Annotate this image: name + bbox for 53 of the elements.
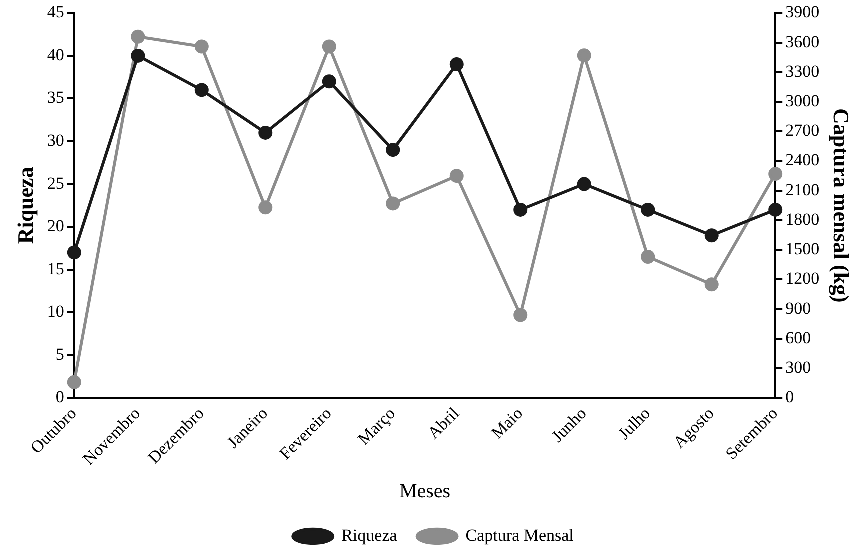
point xyxy=(67,375,82,390)
y-tick-label: 45 xyxy=(47,2,64,22)
y2-tick-label: 2700 xyxy=(786,121,820,140)
point xyxy=(514,202,528,217)
y2-tick-label: 1200 xyxy=(786,269,820,288)
point xyxy=(194,83,209,98)
y-tick-label: 15 xyxy=(47,259,64,278)
point xyxy=(322,40,336,54)
point xyxy=(131,30,146,44)
point xyxy=(131,48,146,63)
point xyxy=(768,202,783,217)
y-tick-label: 25 xyxy=(47,174,64,193)
point xyxy=(704,278,719,292)
y2-tick-label: 3900 xyxy=(786,2,820,22)
point xyxy=(641,202,656,217)
y-axis-title: Riqueza xyxy=(12,167,38,244)
y2-tick-label: 1500 xyxy=(786,240,820,259)
point xyxy=(450,169,464,184)
y2-tick-label: 3000 xyxy=(786,92,820,111)
y2-tick-label: 3300 xyxy=(786,62,820,81)
x-axis-title: Meses xyxy=(399,480,451,502)
y2-tick-label: 300 xyxy=(786,358,812,378)
y2-tick-label: 600 xyxy=(786,328,812,348)
point xyxy=(704,228,719,243)
point xyxy=(194,40,209,54)
point xyxy=(577,177,592,192)
point xyxy=(768,167,783,182)
y-tick-label: 20 xyxy=(47,216,64,236)
y2-axis-title: Captura mensal (kg) xyxy=(829,108,854,303)
y2-tick-label: 3600 xyxy=(786,32,820,52)
point xyxy=(386,196,400,211)
point xyxy=(322,74,336,89)
point xyxy=(67,246,82,260)
point xyxy=(641,250,656,264)
y2-tick-label: 900 xyxy=(786,298,812,318)
y-tick-label: 40 xyxy=(47,45,64,64)
point xyxy=(514,308,528,322)
point xyxy=(386,143,400,158)
point xyxy=(258,126,273,140)
y2-tick-label: 1800 xyxy=(786,210,820,229)
legend-label: Riqueza xyxy=(342,526,398,545)
y2-tick-label: 2400 xyxy=(786,150,820,170)
y-tick-label: 5 xyxy=(56,344,64,364)
point xyxy=(258,200,273,215)
point xyxy=(577,48,592,63)
y-tick-label: 0 xyxy=(56,388,64,407)
y2-tick-label: 0 xyxy=(786,388,794,407)
point xyxy=(450,58,464,72)
y-tick-label: 30 xyxy=(47,130,64,150)
y-tick-label: 35 xyxy=(47,88,64,108)
y2-tick-label: 2100 xyxy=(786,180,820,200)
legend-label: Captura Mensal xyxy=(466,526,574,545)
y-tick-label: 10 xyxy=(47,302,64,322)
